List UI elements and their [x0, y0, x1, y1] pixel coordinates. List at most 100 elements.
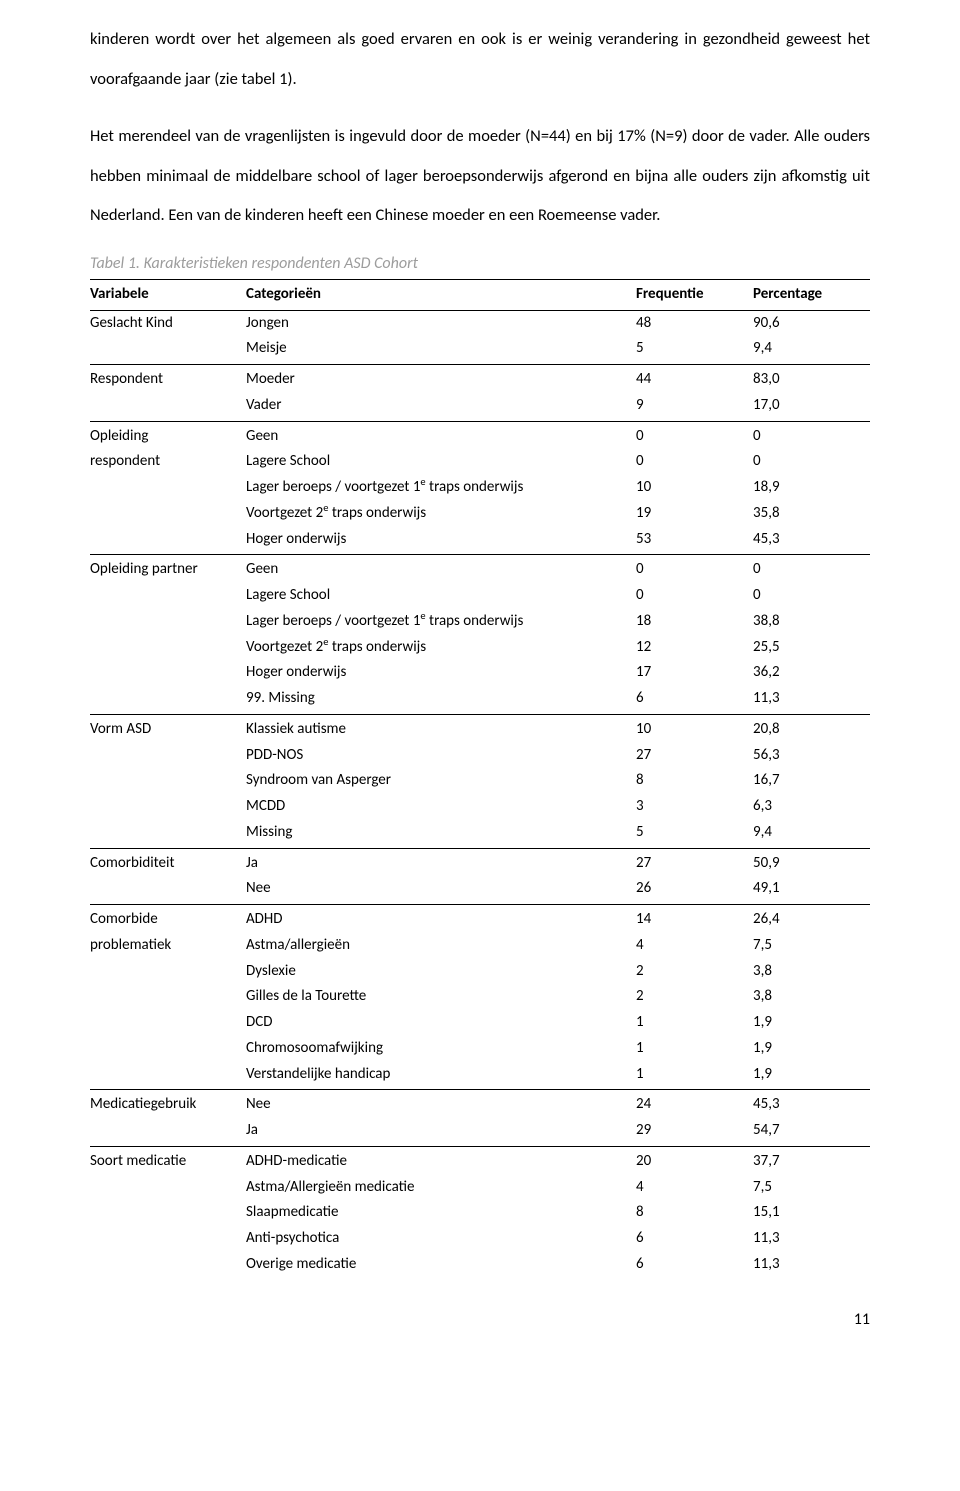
cell-variabele: Soort medicatie: [90, 1146, 246, 1174]
cell-percentage: 11,3: [753, 1252, 870, 1280]
table-row: MedicatiegebruikNee2445,3: [90, 1090, 870, 1118]
cell-categorie: Jongen: [246, 310, 636, 336]
cell-frequentie: 20: [636, 1146, 753, 1174]
table-row: Lager beroeps / voortgezet 1e traps onde…: [90, 475, 870, 501]
cell-frequentie: 1: [636, 1036, 753, 1062]
cell-categorie: PDD-NOS: [246, 743, 636, 769]
cell-variabele: Geslacht Kind: [90, 310, 246, 336]
cell-categorie: Missing: [246, 820, 636, 848]
header-frequentie: Frequentie: [636, 279, 753, 310]
table-row: Slaapmedicatie815,1: [90, 1200, 870, 1226]
cell-percentage: 83,0: [753, 365, 870, 393]
cell-percentage: 90,6: [753, 310, 870, 336]
cell-variabele: [90, 959, 246, 985]
cell-variabele: Opleiding: [90, 421, 246, 449]
table-row: RespondentMoeder4483,0: [90, 365, 870, 393]
cell-frequentie: 0: [636, 421, 753, 449]
cell-frequentie: 6: [636, 686, 753, 714]
cell-frequentie: 53: [636, 527, 753, 555]
table-row: Vader917,0: [90, 393, 870, 421]
cell-variabele: [90, 336, 246, 364]
cell-categorie: ADHD-medicatie: [246, 1146, 636, 1174]
cell-variabele: [90, 1226, 246, 1252]
cell-percentage: 50,9: [753, 848, 870, 876]
cell-percentage: 11,3: [753, 686, 870, 714]
cell-categorie: Ja: [246, 848, 636, 876]
cell-percentage: 15,1: [753, 1200, 870, 1226]
cell-frequentie: 48: [636, 310, 753, 336]
cell-variabele: problematiek: [90, 933, 246, 959]
cell-categorie: MCDD: [246, 794, 636, 820]
cell-frequentie: 0: [636, 583, 753, 609]
cell-variabele: Medicatiegebruik: [90, 1090, 246, 1118]
cell-percentage: 16,7: [753, 768, 870, 794]
body-text: kinderen wordt over het algemeen als goe…: [90, 20, 870, 236]
cell-frequentie: 17: [636, 660, 753, 686]
table-row: Gilles de la Tourette23,8: [90, 984, 870, 1010]
table-row: respondentLagere School00: [90, 449, 870, 475]
cell-percentage: 36,2: [753, 660, 870, 686]
cell-frequentie: 4: [636, 1175, 753, 1201]
cell-variabele: [90, 794, 246, 820]
cell-frequentie: 2: [636, 984, 753, 1010]
page-number: 11: [90, 1310, 870, 1329]
cell-percentage: 18,9: [753, 475, 870, 501]
table-row: OpleidingGeen00: [90, 421, 870, 449]
cell-categorie: Astma/allergieën: [246, 933, 636, 959]
table-row: Chromosoomafwijking11,9: [90, 1036, 870, 1062]
paragraph-2: Het merendeel van de vragenlijsten is in…: [90, 117, 870, 236]
cell-categorie: Anti-psychotica: [246, 1226, 636, 1252]
cell-categorie: Ja: [246, 1118, 636, 1146]
table-row: ComorbiditeitJa2750,9: [90, 848, 870, 876]
cell-categorie: Gilles de la Tourette: [246, 984, 636, 1010]
cell-variabele: [90, 686, 246, 714]
cell-frequentie: 29: [636, 1118, 753, 1146]
cell-frequentie: 27: [636, 743, 753, 769]
cell-categorie: Chromosoomafwijking: [246, 1036, 636, 1062]
cell-variabele: [90, 660, 246, 686]
cell-variabele: [90, 501, 246, 527]
cell-variabele: [90, 768, 246, 794]
cell-frequentie: 6: [636, 1252, 753, 1280]
cell-categorie: Geen: [246, 555, 636, 583]
cell-frequentie: 14: [636, 905, 753, 933]
cell-percentage: 1,9: [753, 1062, 870, 1090]
table-row: Opleiding partnerGeen00: [90, 555, 870, 583]
cell-percentage: 20,8: [753, 714, 870, 742]
cell-percentage: 56,3: [753, 743, 870, 769]
table-row: Verstandelijke handicap11,9: [90, 1062, 870, 1090]
cell-frequentie: 9: [636, 393, 753, 421]
table-row: problematiekAstma/allergieën47,5: [90, 933, 870, 959]
table-row: Astma/Allergieën medicatie47,5: [90, 1175, 870, 1201]
cell-frequentie: 19: [636, 501, 753, 527]
cell-categorie: 99. Missing: [246, 686, 636, 714]
table-row: ComorbideADHD1426,4: [90, 905, 870, 933]
cell-percentage: 26,4: [753, 905, 870, 933]
cell-categorie: DCD: [246, 1010, 636, 1036]
cell-categorie: Syndroom van Asperger: [246, 768, 636, 794]
table-row: 99. Missing611,3: [90, 686, 870, 714]
cell-frequentie: 8: [636, 1200, 753, 1226]
cell-variabele: [90, 583, 246, 609]
cell-variabele: [90, 1036, 246, 1062]
cell-variabele: [90, 743, 246, 769]
table-row: Nee2649,1: [90, 876, 870, 904]
cell-variabele: [90, 527, 246, 555]
cell-categorie: Slaapmedicatie: [246, 1200, 636, 1226]
table-row: Hoger onderwijs1736,2: [90, 660, 870, 686]
cell-percentage: 25,5: [753, 635, 870, 661]
table-header-row: Variabele Categorieën Frequentie Percent…: [90, 279, 870, 310]
header-categorieen: Categorieën: [246, 279, 636, 310]
cell-variabele: respondent: [90, 449, 246, 475]
cell-variabele: [90, 1252, 246, 1280]
caption-label: Tabel 1.: [90, 254, 140, 273]
cell-variabele: [90, 1010, 246, 1036]
cell-variabele: [90, 1200, 246, 1226]
cell-percentage: 45,3: [753, 527, 870, 555]
cell-percentage: 3,8: [753, 984, 870, 1010]
cell-categorie: Geen: [246, 421, 636, 449]
table-row: Anti-psychotica611,3: [90, 1226, 870, 1252]
table-caption: Tabel 1. Karakteristieken respondenten A…: [90, 254, 870, 273]
table-row: DCD11,9: [90, 1010, 870, 1036]
cell-percentage: 0: [753, 555, 870, 583]
